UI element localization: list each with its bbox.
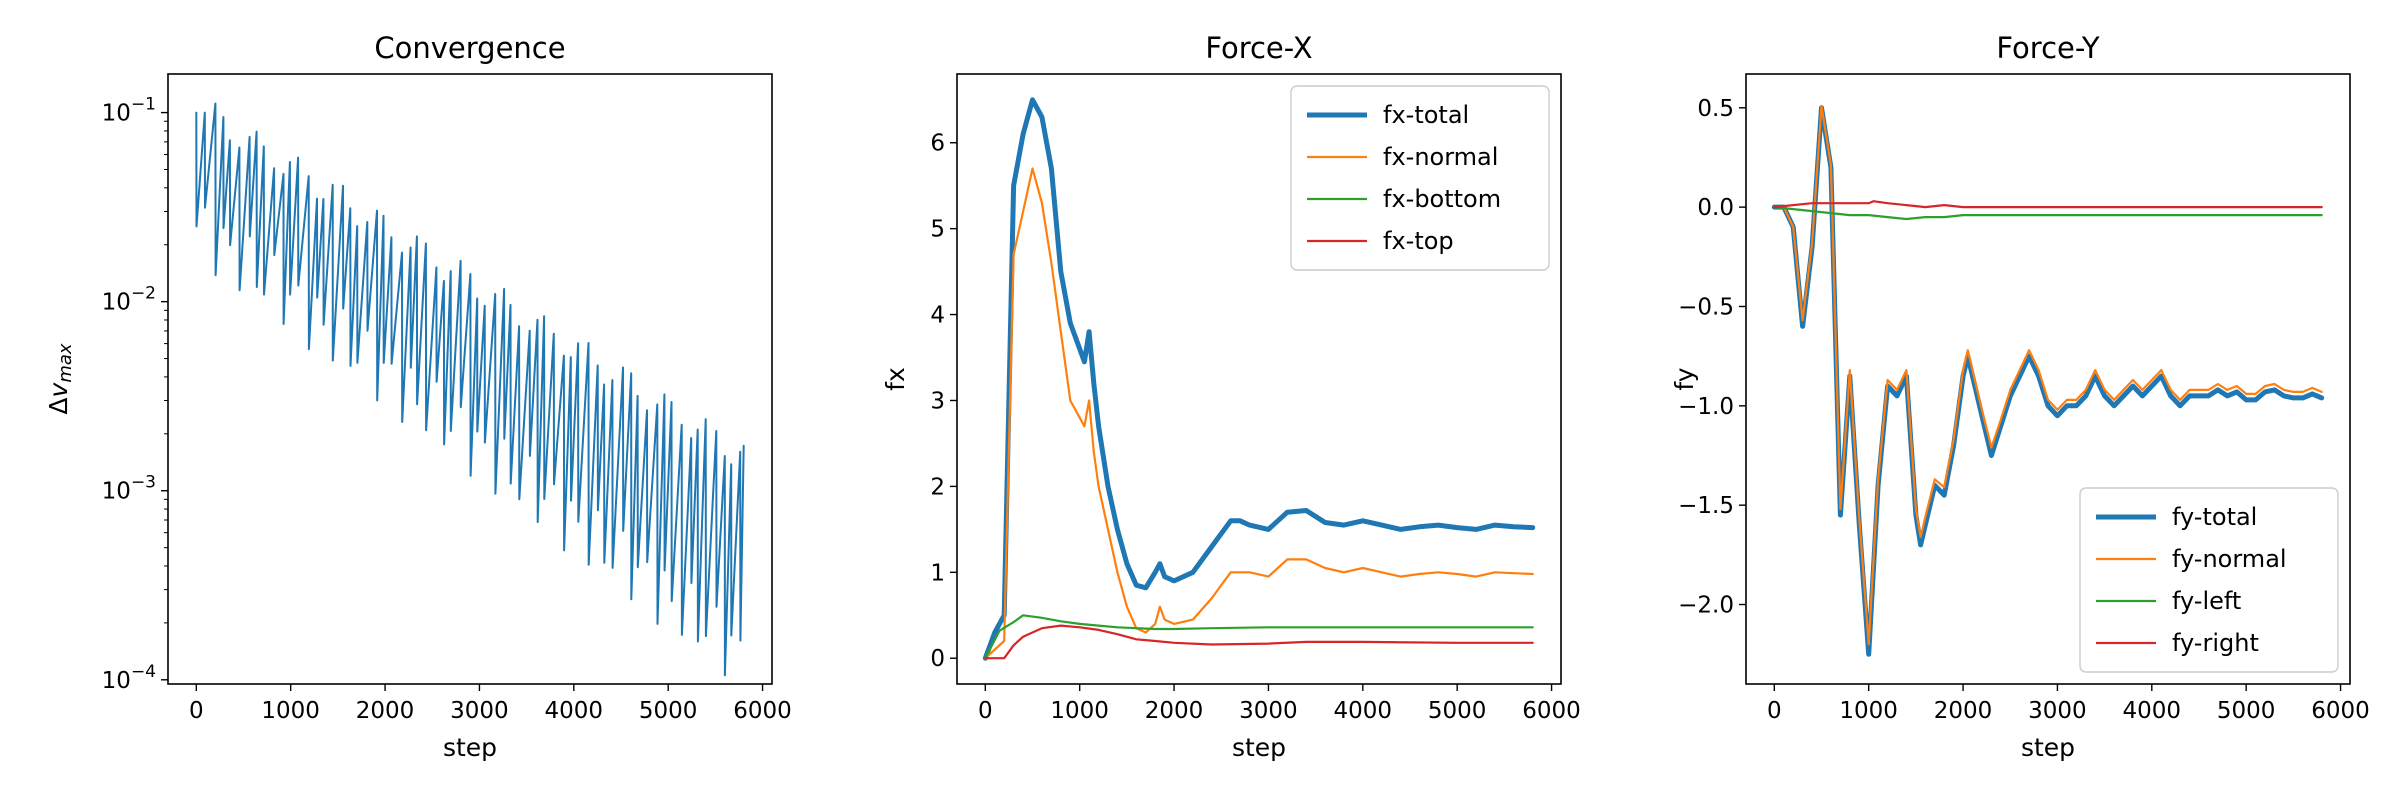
series-line-fx-bottom [984,614,1534,660]
x-tick-label: 4000 [1334,698,1393,724]
x-tick-label: 5000 [2217,698,2276,724]
y-axis-label-delta: Δ [44,397,73,414]
legend: fx-total fx-normal fx-bottom fx-top [1290,85,1550,271]
y-axis-label-sub: max [55,343,76,383]
y-tick-label: 5 [930,217,945,243]
x-tick-label: 4000 [545,698,604,724]
legend-label: fx-top [1383,227,1454,255]
panel-title: Force-X [1205,31,1312,65]
x-axis-label: step [2021,733,2075,762]
axes-frame [956,73,1562,685]
plot-area [982,97,1536,661]
x-tick-label: 1000 [1050,698,1109,724]
panel-title: Force-Y [1996,31,2099,65]
y-tick-label: −1.5 [1678,493,1734,519]
y-tick-label: 10−1 [102,95,156,127]
y-axis-label: fy [1670,367,1699,390]
series-line-fy-left [1773,206,2323,221]
legend-box [2079,487,2339,673]
legend-label: fy-left [2172,587,2241,615]
convergence-panel: Convergence step Δvmax 0 1000 2000 3000 4000… [44,31,792,762]
y-tick-label: 3 [930,388,945,414]
axes-frame [167,73,773,685]
force-x-panel: Force-X step fx 0 1000 2000 3000 4000 5000 600… [881,31,1581,762]
legend: fy-total fy-normal fy-left fy-right [2079,487,2339,673]
series-line-fx-total [982,97,1536,661]
y-tick-label: 0.5 [1697,96,1734,122]
y-tick-label: 10−4 [102,662,156,694]
x-axis-label: step [1232,733,1286,762]
y-tick-label: 2 [930,474,945,500]
y-tick-label: 10−3 [102,473,156,505]
y-tick-label: 4 [930,303,945,329]
plot-area [195,102,745,677]
x-axis-label: step [443,733,497,762]
x-tick-label: 0 [1767,698,1782,724]
x-tick-label: 1000 [261,698,320,724]
legend-label: fy-total [2172,503,2257,531]
y-tick-label: 10−2 [102,284,156,316]
legend-label: fx-normal [1383,143,1498,171]
x-tick-label: 6000 [1522,698,1581,724]
series-line-fy-right [1773,200,2323,209]
series-line-series-0 [195,102,745,677]
force-y-panel: Force-Y step fy 0 1000 2000 3000 4000 5000 600… [1670,31,2370,762]
y-tick-label: −2.0 [1678,593,1734,619]
x-tick-label: 3000 [1239,698,1298,724]
x-tick-label: 2000 [1934,698,1993,724]
panel-title: Convergence [374,31,565,65]
x-tick-label: 0 [189,698,204,724]
x-tick-label: 1000 [1839,698,1898,724]
series-line-fx-normal [984,167,1534,660]
x-tick-label: 4000 [2123,698,2182,724]
x-tick-label: 0 [978,698,993,724]
axes-frame [1745,73,2351,685]
x-tick-label: 2000 [356,698,415,724]
x-tick-label: 6000 [2311,698,2370,724]
y-tick-label: 0 [930,646,945,672]
y-axis-label: fx [881,367,910,391]
series-line-fx-top [984,624,1534,660]
series-line-fy-normal [1773,104,2323,646]
legend-label: fy-right [2172,629,2259,657]
x-tick-label: 3000 [2028,698,2087,724]
legend-label: fx-total [1383,101,1469,129]
legend-box [1290,85,1550,271]
y-tick-label: 6 [930,131,945,157]
legend-label: fx-bottom [1383,185,1501,213]
y-tick-label: 0.0 [1697,195,1734,221]
y-axis-label-v: v [44,381,73,397]
series-line-fy-total [1771,105,2325,657]
x-tick-label: 5000 [1428,698,1487,724]
y-axis-label: Δvmax [44,343,76,414]
x-tick-label: 5000 [639,698,698,724]
x-tick-label: 3000 [450,698,509,724]
x-tick-label: 6000 [733,698,792,724]
y-tick-label: −1.0 [1678,394,1734,420]
legend-label: fy-normal [2172,545,2287,573]
y-tick-label: −0.5 [1678,294,1734,320]
plot-area [1771,104,2325,657]
y-tick-label: 1 [930,560,945,586]
x-tick-label: 2000 [1145,698,1204,724]
